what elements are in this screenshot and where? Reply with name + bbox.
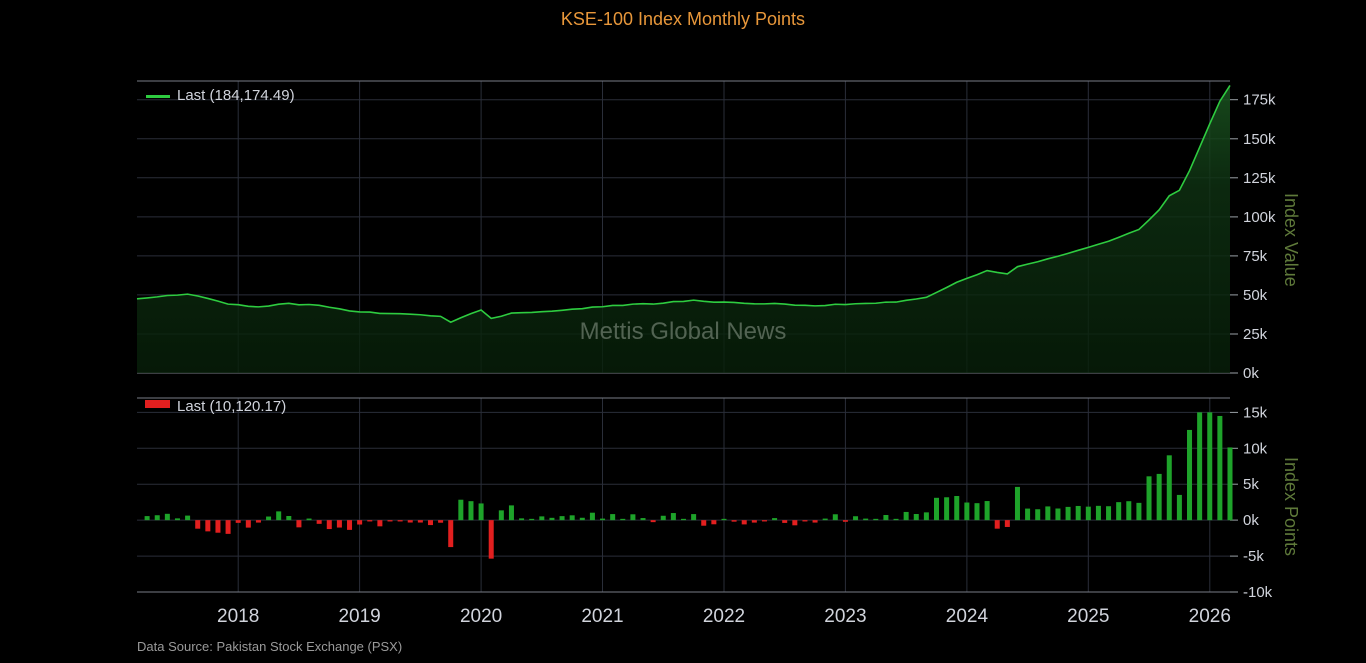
- svg-text:75k: 75k: [1243, 248, 1268, 265]
- svg-text:175k: 175k: [1243, 92, 1276, 109]
- svg-text:2018: 2018: [217, 606, 259, 627]
- svg-text:2020: 2020: [460, 606, 502, 627]
- svg-text:0k: 0k: [1243, 365, 1259, 382]
- svg-text:2026: 2026: [1189, 606, 1231, 627]
- svg-text:0k: 0k: [1243, 512, 1259, 529]
- svg-text:2021: 2021: [581, 606, 623, 627]
- svg-text:125k: 125k: [1243, 170, 1276, 187]
- svg-text:2022: 2022: [703, 606, 745, 627]
- svg-text:-10k: -10k: [1243, 584, 1273, 601]
- svg-text:2025: 2025: [1067, 606, 1109, 627]
- svg-text:15k: 15k: [1243, 404, 1268, 421]
- svg-text:100k: 100k: [1243, 209, 1276, 226]
- svg-text:50k: 50k: [1243, 287, 1268, 304]
- svg-text:10k: 10k: [1243, 440, 1268, 457]
- svg-text:5k: 5k: [1243, 476, 1259, 493]
- svg-text:-5k: -5k: [1243, 548, 1264, 565]
- svg-text:2024: 2024: [946, 606, 989, 627]
- svg-text:2023: 2023: [824, 606, 866, 627]
- svg-text:150k: 150k: [1243, 131, 1276, 148]
- svg-text:2019: 2019: [338, 606, 380, 627]
